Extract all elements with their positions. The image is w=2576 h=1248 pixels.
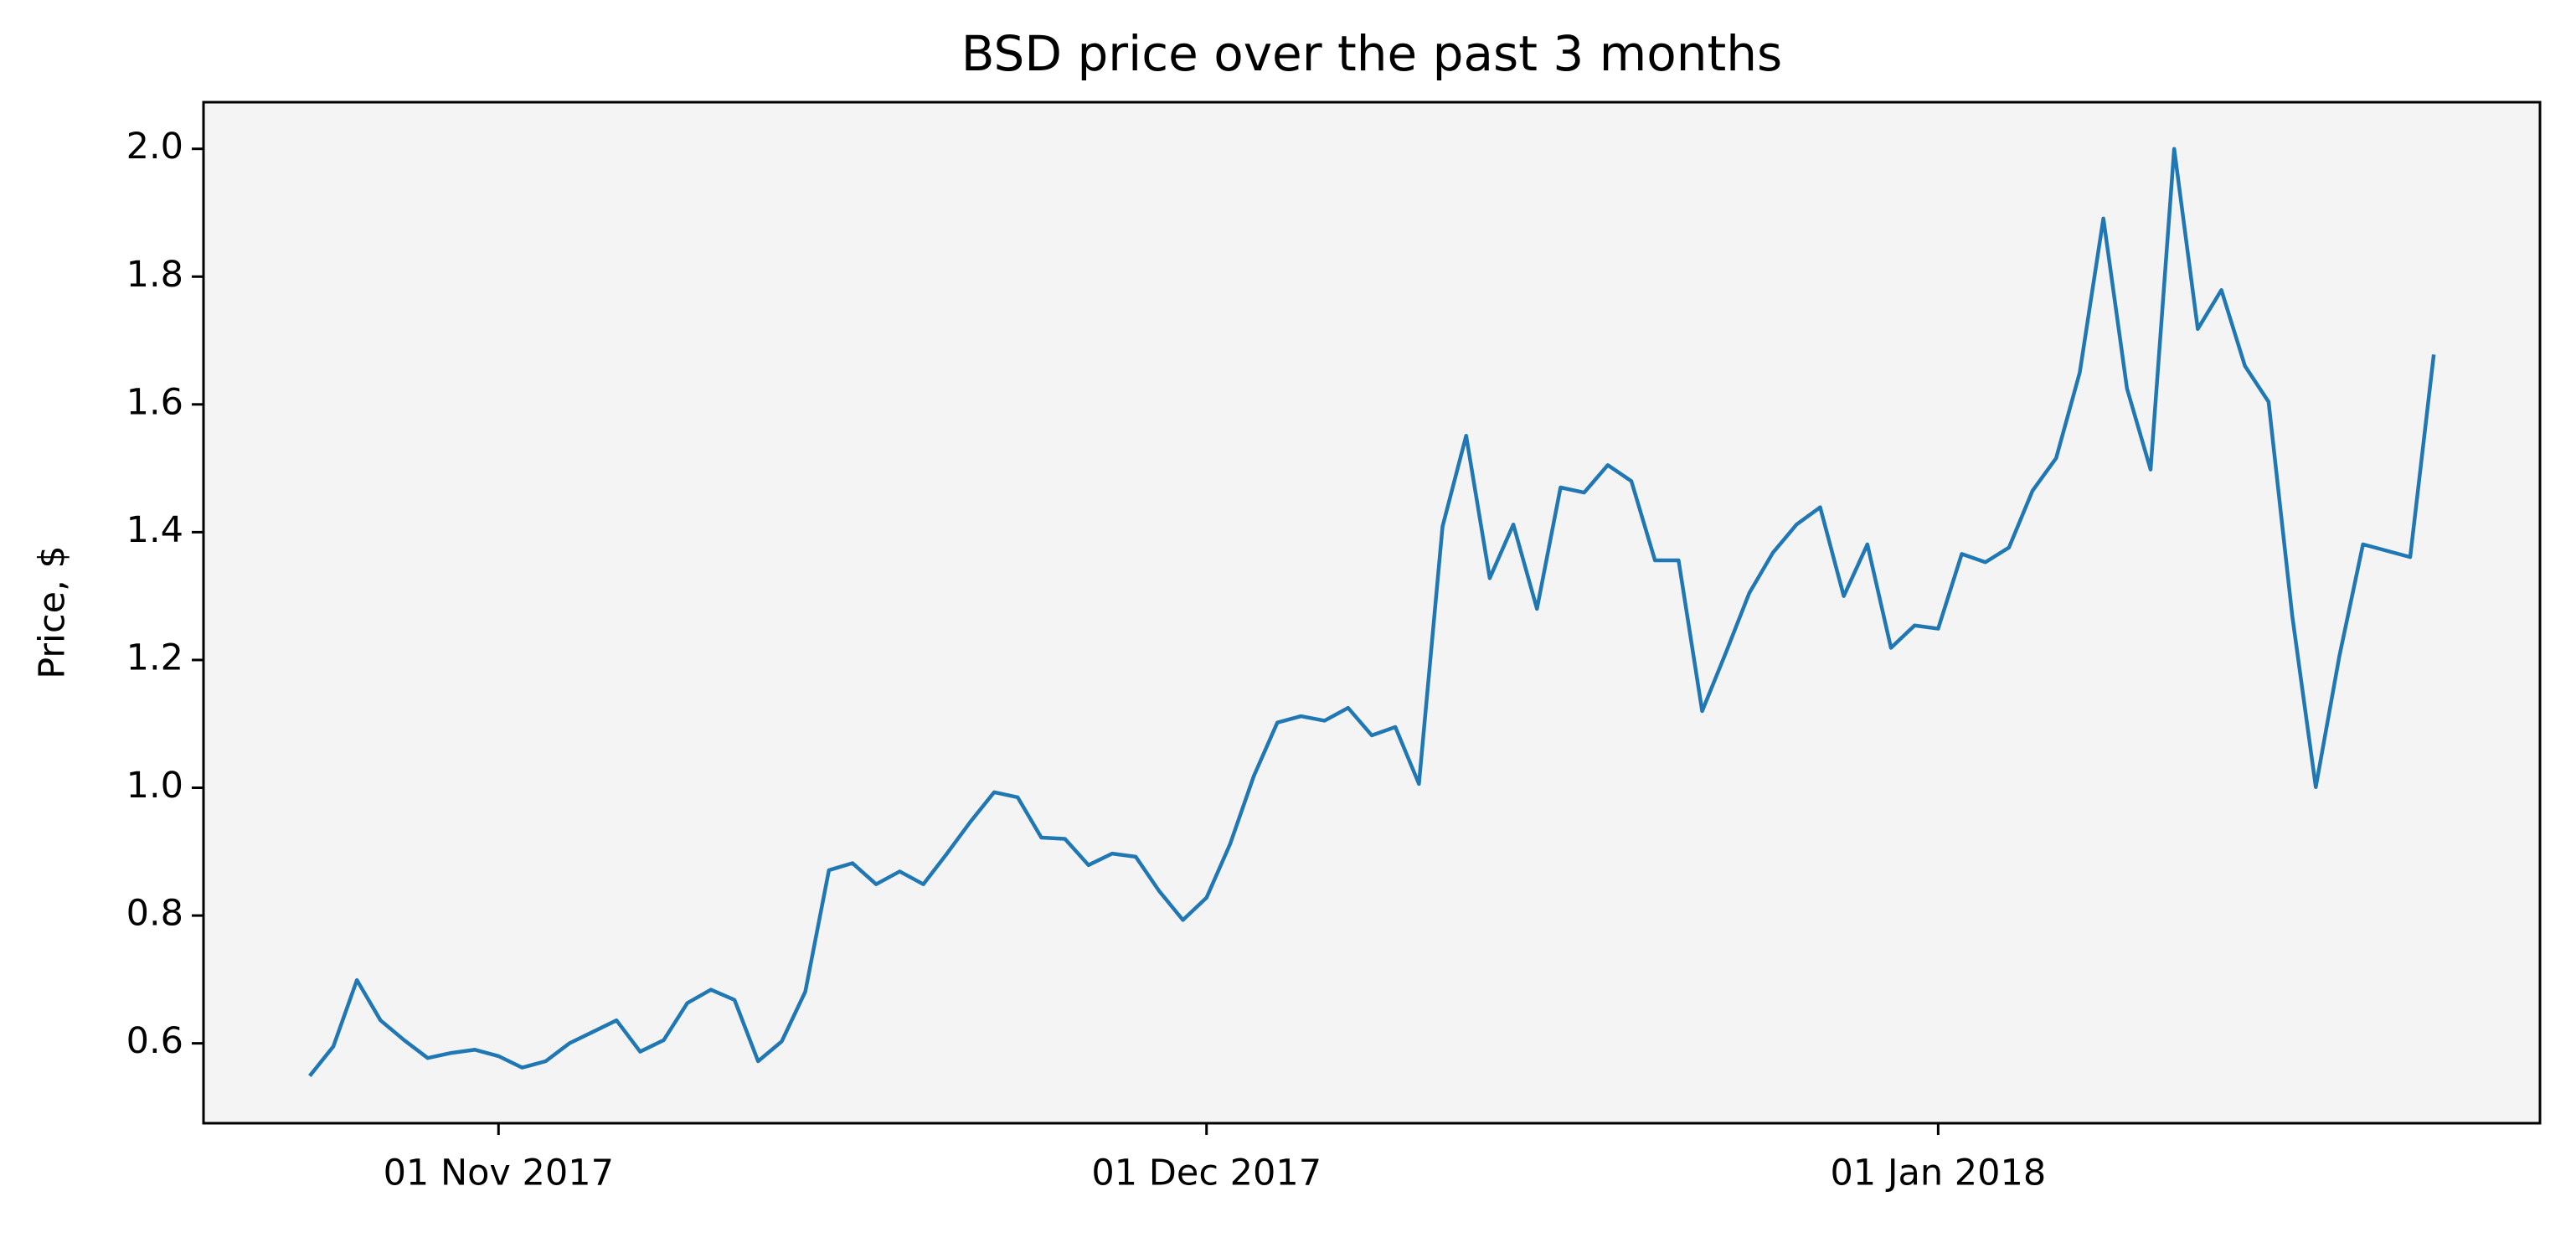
y-tick-label: 1.6 [126,381,183,423]
x-tick-label: 01 Dec 2017 [1091,1153,1321,1194]
y-tick-label: 1.2 [126,637,183,678]
y-axis-label: Price, $ [32,545,74,679]
y-tick-label: 0.8 [126,893,183,935]
y-tick-label: 0.6 [126,1020,183,1062]
y-tick-label: 1.0 [126,765,183,807]
plot-background [204,102,2540,1123]
x-tick-label: 01 Jan 2018 [1830,1153,2046,1194]
chart-title: BSD price over the past 3 months [961,25,1782,82]
y-tick-label: 1.4 [126,509,183,551]
plot-frame [202,101,2542,1125]
x-tick-label: 01 Nov 2017 [384,1153,614,1194]
y-tick-label: 2.0 [126,126,183,168]
price-line [308,147,2436,1077]
y-tick-label: 1.8 [126,254,183,296]
